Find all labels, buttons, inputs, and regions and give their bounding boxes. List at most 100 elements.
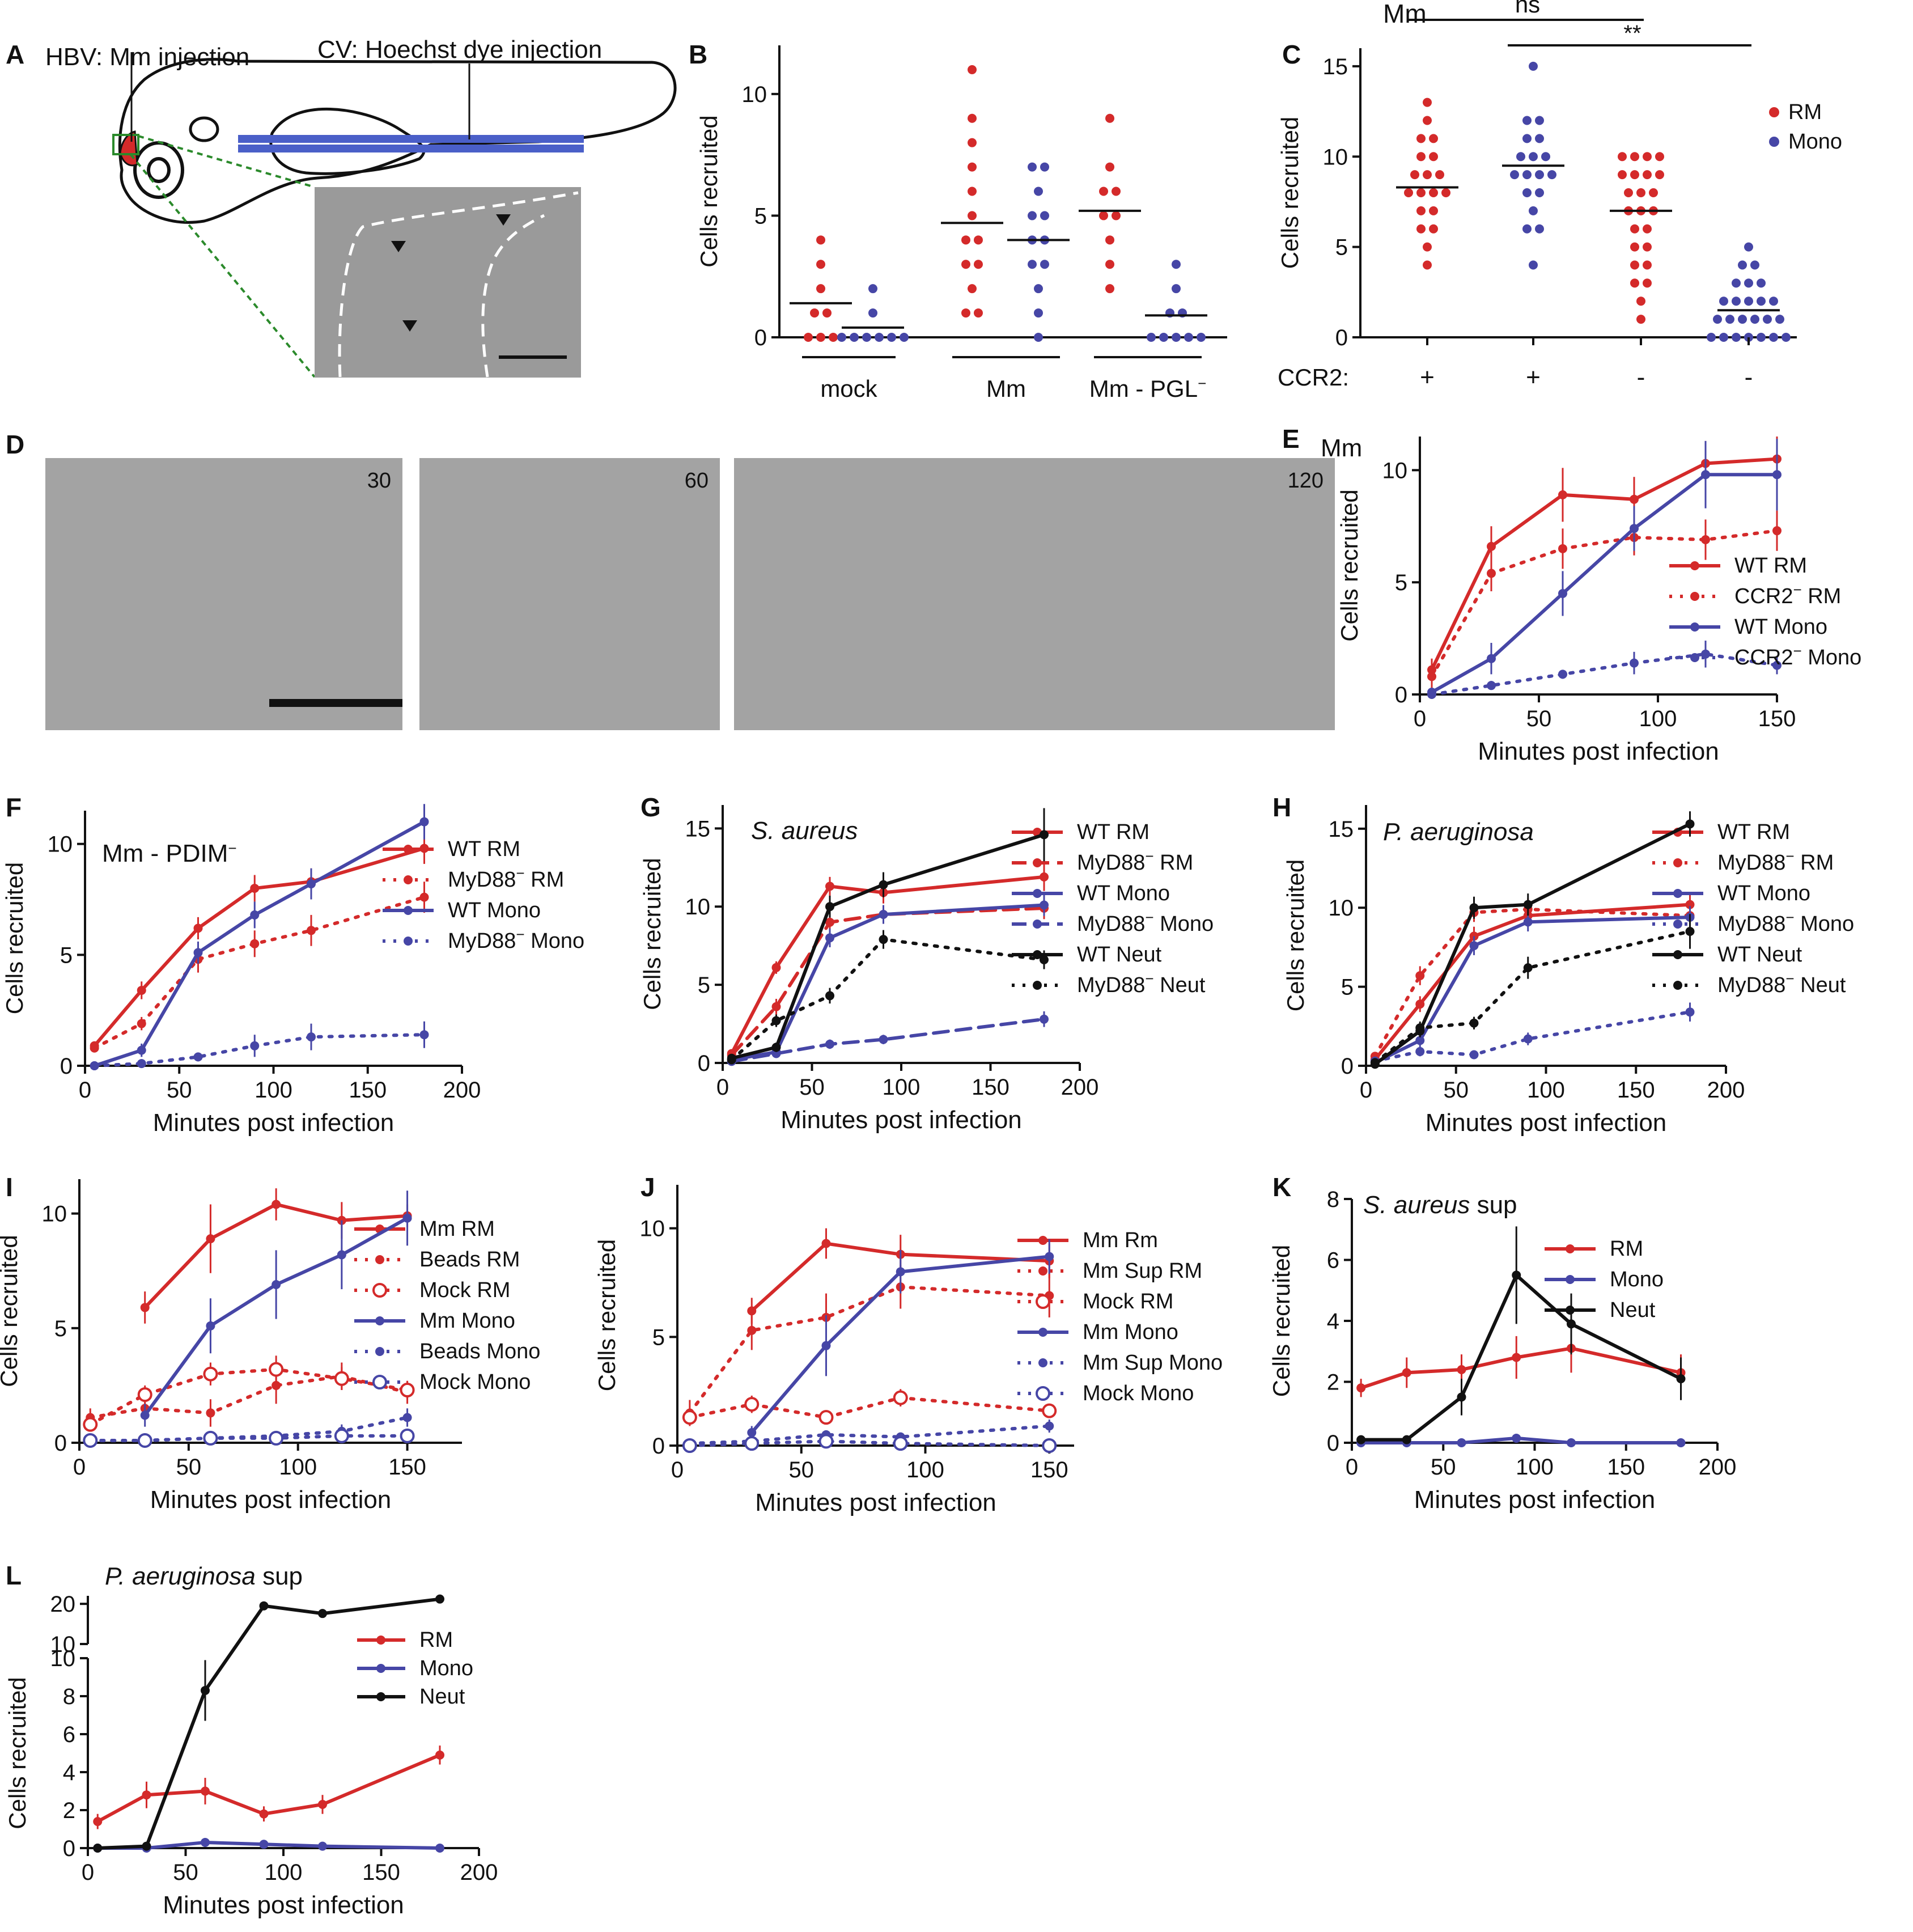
text-span: Mm - PDIM [102, 840, 228, 867]
data-point [837, 333, 846, 342]
data-point [1535, 134, 1544, 143]
text-span: sup [256, 1562, 303, 1590]
data-point [1404, 188, 1413, 197]
y-tick-label: 5 [698, 973, 710, 998]
series-line [92, 846, 426, 1048]
data-point [1042, 1403, 1057, 1418]
data-point [727, 1055, 736, 1065]
data-point [1769, 333, 1778, 342]
legend-swatch-point [404, 845, 413, 854]
data-point [825, 991, 834, 1001]
legend-label: Neut [1610, 1298, 1656, 1322]
sig-label-stars: ** [1623, 21, 1641, 46]
data-point [402, 1413, 412, 1422]
data-point [1750, 315, 1759, 324]
legend-swatch-point [1033, 920, 1042, 929]
x-tick-label: 200 [443, 1078, 481, 1103]
x-tick-label: 100 [1516, 1455, 1554, 1480]
text-span: Mm [1321, 434, 1362, 462]
text-span: Mm Rm [1083, 1228, 1158, 1252]
y-tick-label: 10 [685, 895, 711, 920]
x-tick-label: 200 [460, 1860, 498, 1885]
legend-swatch-point [404, 875, 413, 884]
data-point [419, 817, 429, 827]
y-axis-label: Cells recruited [0, 1235, 22, 1387]
data-point [1512, 1433, 1521, 1443]
text-span: Beads Mono [419, 1340, 540, 1363]
panel-letter-j: J [641, 1172, 655, 1202]
text-span: MyD88 [1077, 973, 1145, 997]
series-line [688, 1439, 1051, 1447]
legend-label: Mm RM [419, 1217, 495, 1241]
data-point [1643, 152, 1652, 162]
y-tick-label: 0 [63, 1836, 75, 1861]
legend-swatch-point [1673, 858, 1682, 867]
y-axis-label: Cells recruited [593, 1239, 620, 1391]
legend-label: WT Neut [1717, 943, 1802, 967]
data-point [682, 1410, 697, 1425]
text-span: P. aeruginosa [1383, 818, 1534, 846]
data-point [1028, 211, 1037, 221]
x-tick-label: 50 [789, 1458, 815, 1482]
data-point [1040, 211, 1049, 221]
data-point [1649, 188, 1658, 197]
chart-k: 0 2 4 6 8 0 50 100 150 200 Cells recruited Minutes … [1268, 1187, 1736, 1514]
data-point [419, 1030, 429, 1040]
data-point [1685, 1007, 1695, 1017]
data-point [875, 333, 884, 342]
data-point [1040, 260, 1049, 269]
data-point [968, 113, 977, 123]
y-tick-label: 10 [50, 1646, 76, 1671]
y-tick-label: 10 [48, 832, 73, 857]
data-point [1522, 188, 1532, 197]
text-span: WT Neut [1077, 943, 1162, 967]
data-point [968, 162, 977, 172]
inset-arrowhead-3 [496, 214, 511, 226]
data-point [334, 1428, 349, 1443]
panel-letter-f: F [6, 793, 22, 822]
data-point [269, 1362, 284, 1377]
data-point [1040, 955, 1049, 964]
data-point [1567, 1438, 1576, 1447]
text-span: WT Neut [1717, 943, 1802, 967]
panel-a-schematic: HBV: Mm injection CV: Hoechst dye inject… [45, 36, 677, 378]
legend-swatch-point [1673, 981, 1682, 990]
data-point [201, 1786, 210, 1796]
y-tick-label: 8 [1327, 1187, 1339, 1212]
data-point [1630, 494, 1639, 504]
data-point [1744, 242, 1753, 252]
data-point [1630, 278, 1639, 288]
text-span: S. aureus [751, 817, 858, 845]
data-point [1624, 188, 1633, 197]
hbv-label: HBV: Mm injection [45, 43, 249, 71]
legend-label: WT Neut [1077, 943, 1162, 967]
top-label-mm: Mm [1383, 0, 1427, 28]
ccr2-status: - [1637, 363, 1645, 391]
data-point [1429, 134, 1438, 143]
x-tick-label: 200 [1707, 1078, 1745, 1103]
data-point [140, 1410, 150, 1420]
data-point [1630, 242, 1639, 252]
data-point [961, 260, 970, 269]
y-tick-label: 10 [1329, 896, 1354, 921]
series-line [88, 1367, 409, 1426]
data-point [1643, 242, 1652, 252]
data-point [1040, 830, 1049, 840]
data-point [93, 1817, 103, 1827]
legend-label: WT Mono [448, 899, 541, 922]
x-tick-label: 50 [1444, 1078, 1469, 1103]
data-point [1769, 296, 1778, 306]
y-tick-label: 0 [1335, 325, 1348, 350]
data-point [318, 1609, 327, 1619]
data-point [968, 284, 977, 294]
legend-swatch-point [375, 1255, 384, 1264]
x-tick-label: 0 [1360, 1078, 1372, 1103]
series-line [96, 1753, 441, 1823]
group-label: mock [820, 375, 877, 402]
text-span: − [1793, 581, 1801, 598]
data-point [201, 1685, 210, 1695]
data-point [1416, 188, 1426, 197]
data-point [771, 1016, 781, 1026]
